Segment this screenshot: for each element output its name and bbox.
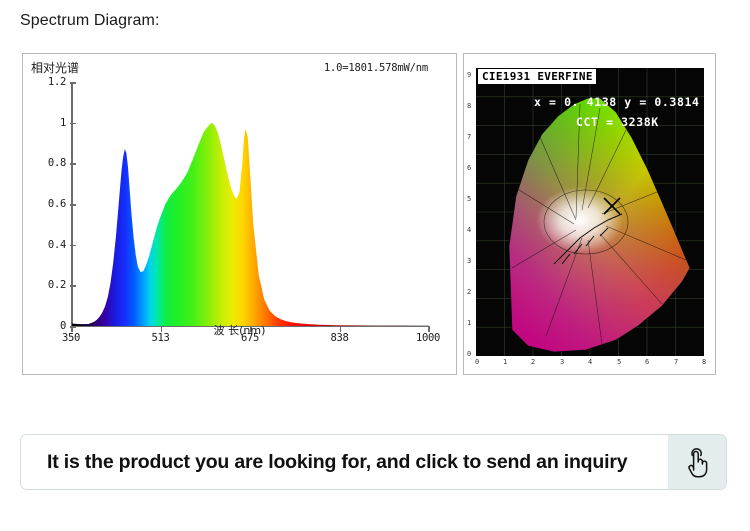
y-tick-mark [70,163,76,165]
planckian-locus-line [553,213,623,265]
cie-x-tick-label: 7 [674,358,679,366]
y-tick-mark [70,82,76,84]
x-tick-mark [71,325,73,332]
x-tick-label: 350 [61,332,81,344]
spectrum-plot-area: 1.2 1 0.8 0.6 0.4 0.2 0 350 513 675 838 … [48,76,440,344]
cie-y-tick-label: 8 [467,102,472,110]
cie-x-tick-label: 4 [588,358,593,366]
cie-y-tick-label: 6 [467,164,472,172]
x-tick-mark [160,325,162,332]
x-tick-mark [250,325,252,332]
inquiry-cta-icon-button[interactable] [668,435,726,489]
cie-xy-values: x = 0. 4138 y = 0.3814 [534,95,700,109]
cie-x-tick-label: 8 [702,358,707,366]
cie-y-tick-label: 5 [467,195,472,203]
cie-x-tick-label: 1 [503,358,508,366]
x-tick-label: 675 [240,332,260,344]
cie-x-tick-label: 6 [645,358,650,366]
y-tick-label: 0.8 [47,157,66,170]
y-tick-label: 0.6 [47,198,66,210]
y-tick-mark [70,285,76,287]
y-tick-mark [70,122,76,125]
page-title: Spectrum Diagram: [20,12,160,29]
cie-y-tick-label: 1 [467,319,472,327]
spectrum-y-axis-title: 相对光谱 [31,61,80,75]
cie-x-tick-label: 3 [560,358,565,366]
x-tick-mark [428,325,430,332]
inquiry-cta-banner[interactable]: It is the product you are looking for, a… [20,434,727,490]
y-tick-mark [70,204,76,206]
tap-hand-icon [688,448,708,478]
y-tick-label: 0.4 [47,238,66,251]
x-tick-mark [339,325,341,332]
cie-x-tick-label: 0 [475,358,480,366]
cie-readout: x = 0. 4138 y = 0.3814 CCT = 3238K [534,92,700,132]
cie-title-label: CIE1931 EVERFINE [478,69,596,84]
cross-marker [603,197,621,215]
cie-y-tick-label: 2 [467,288,472,296]
cie-y-tick-label: 4 [467,226,472,234]
cie-gamut-graphic [476,68,704,356]
cie-y-tick-label: 3 [467,257,472,265]
x-tick-label: 513 [151,332,170,344]
cie-x-tick-label: 5 [617,358,622,366]
spectrum-x-axis-label: 波 长(nm) [213,324,266,337]
y-tick-label: 1.2 [47,76,66,88]
spectrum-curve-plot [72,122,429,326]
y-tick-label: 0.2 [47,279,66,292]
cie-x-tick-label: 2 [531,358,536,366]
spectrum-normalization-label: 1.0=1801.578mW/nm [323,62,428,74]
cie-y-tick-label: 7 [467,133,472,141]
cie-plot-area: CIE1931 EVERFINE x = 0. 4138 y = 0.3814 … [476,68,704,356]
inquiry-cta-text: It is the product you are looking for, a… [47,450,628,473]
y-tick-mark [70,244,76,247]
y-tick-label: 0 [59,320,66,332]
x-tick-label: 838 [330,332,349,344]
cie-y-tick-label: 9 [467,71,472,79]
iso-cct-ticks [561,227,609,265]
x-tick-label: 1000 [415,332,441,344]
spectrum-chart-panel: 相对光谱 1.0=1801.578mW/nm 1.2 1 0.8 0.6 0.4… [22,53,457,375]
cie-chromaticity-panel: CIE1931 EVERFINE x = 0. 4138 y = 0.3814 … [463,53,716,375]
cie-y-tick-label: 0 [467,350,472,358]
y-tick-label: 1 [59,116,66,129]
cie-spectral-locus-outline [508,97,691,353]
cie-cct-value: CCT = 3238K [576,115,659,129]
y-tick-mark [70,326,76,328]
